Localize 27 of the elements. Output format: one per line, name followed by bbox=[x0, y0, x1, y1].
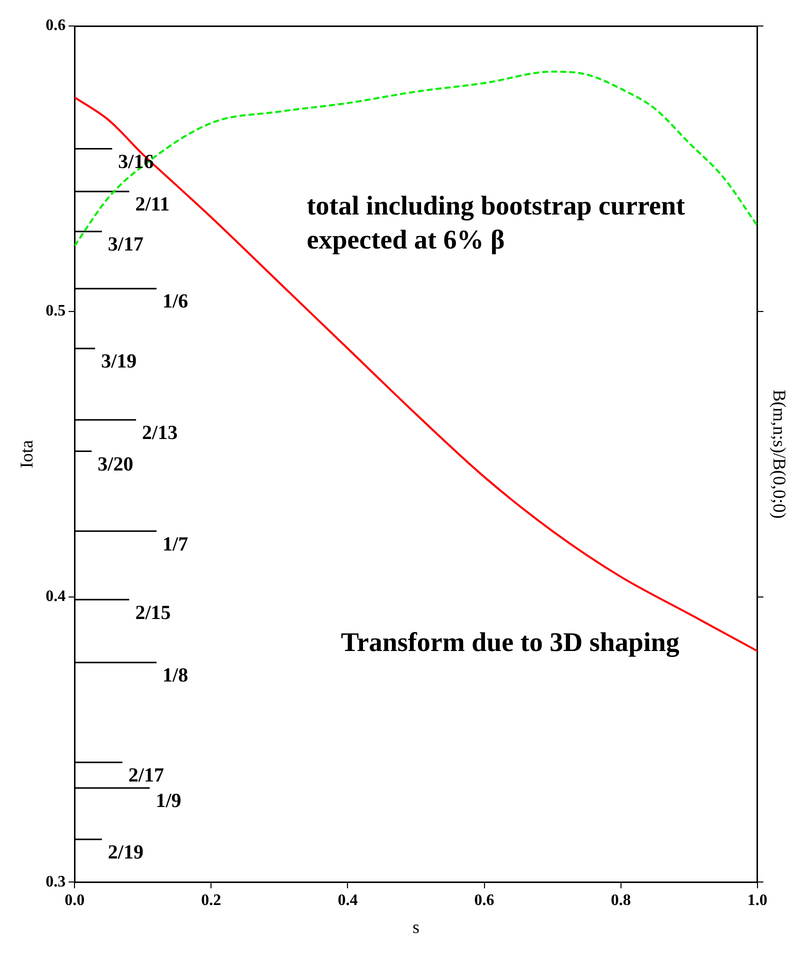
series-label: 2/19 bbox=[108, 842, 144, 864]
annotation: total including bootstrap current expected at 6% β bbox=[306, 190, 686, 254]
y-tick-label: 0.3 bbox=[46, 873, 66, 890]
series-label: 3/17 bbox=[108, 234, 144, 256]
x-tick-label: 0.0 bbox=[64, 892, 85, 909]
x-tick-label: 1.0 bbox=[747, 892, 768, 909]
y-tick-label: 0.4 bbox=[46, 588, 66, 605]
series-label: 2/11 bbox=[135, 194, 170, 216]
series-label: 1/9 bbox=[156, 790, 182, 812]
x-tick-label: 0.8 bbox=[610, 892, 631, 909]
annotation: Transform due to 3D shaping bbox=[340, 627, 680, 658]
series-label: 1/8 bbox=[162, 664, 188, 687]
y2-axis-title: B(m,n;s)/B(0,0;0) bbox=[769, 390, 790, 519]
series-label: 1/6 bbox=[162, 290, 188, 313]
series-label: 3/20 bbox=[98, 453, 134, 476]
series-label: 1/7 bbox=[162, 533, 188, 556]
x-tick-label: 0.2 bbox=[201, 892, 222, 909]
series-label: 3/19 bbox=[101, 350, 137, 373]
series-label: 2/13 bbox=[142, 422, 178, 444]
series-label: 2/15 bbox=[135, 602, 171, 624]
series-label: 2/17 bbox=[128, 764, 164, 787]
y-tick-label: 0.5 bbox=[46, 302, 66, 320]
y-axis-title: Iota bbox=[16, 440, 37, 468]
x-axis-title: s bbox=[412, 916, 420, 937]
x-tick-label: 0.4 bbox=[338, 892, 358, 909]
y-tick-label: 0.6 bbox=[46, 17, 66, 34]
x-tick-label: 0.6 bbox=[474, 892, 494, 909]
